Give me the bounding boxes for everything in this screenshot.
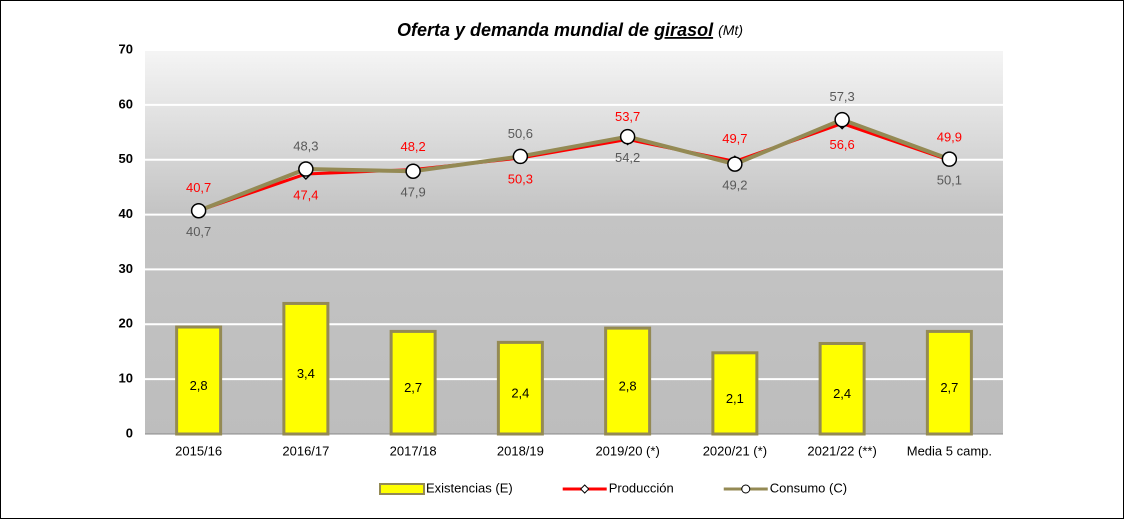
data-label: 49,9	[937, 130, 962, 145]
bar-annotation: 2,7	[404, 380, 422, 395]
bar	[389, 329, 437, 436]
y-tick-label: 60	[119, 96, 133, 111]
y-tick-label: 40	[119, 206, 133, 221]
bar	[496, 340, 544, 436]
bar	[175, 325, 223, 436]
title-part: girasol	[653, 20, 714, 40]
data-label: 50,6	[508, 126, 533, 141]
bar-annotation: 2,4	[833, 386, 851, 401]
marker	[405, 163, 421, 179]
bar	[711, 351, 759, 436]
y-tick-label: 50	[119, 151, 133, 166]
x-tick-label: 2021/22 (**)	[807, 443, 876, 458]
data-label: 49,7	[722, 131, 747, 146]
marker	[727, 156, 743, 172]
x-tick-label: 2016/17	[282, 443, 329, 458]
bar-annotation: 3,4	[297, 366, 315, 381]
data-label: 53,7	[615, 109, 640, 124]
bar-annotation: 2,7	[940, 380, 958, 395]
bar-annotation: 2,8	[190, 378, 208, 393]
data-label: 48,3	[293, 138, 318, 153]
data-label: 47,9	[400, 185, 425, 200]
bar	[818, 341, 866, 436]
data-label: 57,3	[829, 89, 854, 104]
y-tick-label: 20	[119, 316, 133, 331]
line	[198, 121, 950, 213]
y-tick-label: 10	[119, 371, 133, 386]
legend-marker	[579, 484, 590, 494]
title-part: Oferta y demanda mundial de	[397, 20, 649, 40]
legend-swatch	[379, 483, 425, 495]
bar-annotation: 2,1	[726, 391, 744, 406]
data-label: 56,6	[829, 137, 854, 152]
x-tick-label: 2015/16	[175, 443, 222, 458]
bar	[282, 301, 330, 436]
marker	[512, 148, 529, 165]
data-label: 48,2	[400, 139, 425, 154]
chart-title: Oferta y demanda mundial de girasol (Mt)	[397, 20, 743, 40]
data-label: 40,7	[186, 224, 211, 239]
data-label: 49,2	[722, 178, 747, 193]
legend-label: Consumo (C)	[770, 480, 847, 495]
legend-label: Producción	[609, 480, 674, 495]
plot-area	[145, 50, 1003, 434]
x-tick-label: 2017/18	[390, 443, 437, 458]
data-label: 40,7	[186, 180, 211, 195]
x-tick-label: 2020/21 (*)	[703, 443, 767, 458]
marker	[834, 111, 850, 128]
marker	[190, 202, 207, 219]
marker	[941, 151, 958, 167]
marker	[298, 161, 314, 177]
data-label: 50,1	[937, 173, 962, 188]
y-tick-label: 0	[126, 425, 133, 440]
line	[197, 117, 951, 213]
data-label: 47,4	[293, 187, 318, 202]
bar	[925, 329, 973, 436]
bar	[604, 326, 652, 436]
data-label: 54,2	[615, 150, 640, 165]
legend-marker	[741, 484, 751, 494]
title-part: (Mt)	[718, 22, 743, 38]
y-tick-label: 30	[119, 261, 133, 276]
marker	[619, 128, 636, 145]
data-label: 50,3	[508, 172, 533, 187]
bar-annotation: 2,4	[511, 386, 529, 401]
x-tick-label: 2018/19	[497, 443, 544, 458]
x-tick-label: Media 5 camp.	[907, 443, 992, 458]
x-tick-label: 2019/20 (*)	[595, 443, 659, 458]
y-tick-label: 70	[119, 41, 133, 56]
bar-annotation: 2,8	[619, 379, 637, 394]
legend-label: Existencias (E)	[426, 480, 513, 495]
